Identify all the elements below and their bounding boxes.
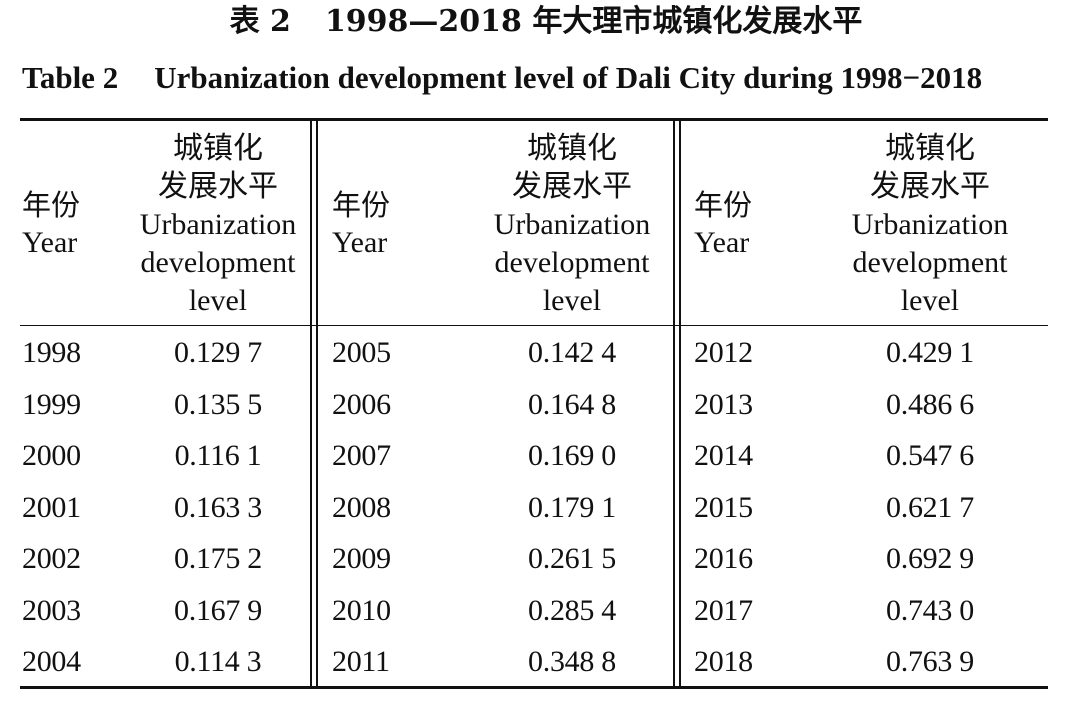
year-cell: 2001 [22, 491, 81, 524]
header-level-en-3: level [188, 284, 248, 317]
header-year-1: 年份 Year [22, 186, 80, 262]
header-level-en-1: Urbanization [851, 208, 1009, 241]
header-level-3: 城镇化 发展水平 Urbanization development level [830, 130, 1030, 320]
header-level-en-3: level [900, 284, 960, 317]
year-cell: 1999 [22, 388, 81, 421]
level-cell: 0.129 7 [174, 336, 262, 369]
header-year-cn: 年份 [22, 188, 81, 222]
level-cell: 0.763 9 [886, 645, 974, 678]
year-cell: 2008 [332, 491, 391, 524]
header-level-en-1: Urbanization [493, 208, 651, 241]
year-cell: 1998 [22, 336, 81, 369]
header-level-2: 城镇化 发展水平 Urbanization development level [472, 130, 672, 320]
level-cell: 0.116 1 [174, 439, 262, 472]
table-title-english: Table 2 Urbanization development level of… [22, 58, 1082, 98]
level-cell: 0.163 3 [174, 491, 262, 524]
header-level-1: 城镇化 发展水平 Urbanization development level [118, 130, 318, 320]
header-level-en-1: Urbanization [139, 208, 297, 241]
year-cell: 2000 [22, 439, 81, 472]
level-cell: 0.692 9 [886, 542, 974, 575]
header-level-en-3: level [542, 284, 602, 317]
year-cell: 2006 [332, 388, 391, 421]
header-level-en-2: development [852, 246, 1008, 279]
year-cell: 2012 [694, 336, 753, 369]
level-cell: 0.547 6 [886, 439, 974, 472]
table-label-chinese: 表 2 [229, 4, 291, 39]
year-cell: 2013 [694, 388, 753, 421]
group-divider-2b [679, 121, 681, 687]
level-cell: 0.175 2 [174, 542, 262, 575]
year-cell: 2014 [694, 439, 753, 472]
level-cell: 0.261 5 [528, 542, 616, 575]
header-level-cn-1: 城镇化 [173, 131, 263, 166]
group-divider-1a [310, 121, 312, 687]
header-level-cn-2: 发展水平 [870, 169, 990, 204]
year-cell: 2010 [332, 594, 391, 627]
year-cell: 2017 [694, 594, 753, 627]
header-year-cn: 年份 [332, 188, 391, 222]
year-cell: 2011 [332, 645, 390, 678]
level-cell: 0.621 7 [886, 491, 974, 524]
header-year-en: Year [332, 226, 388, 259]
header-year-2: 年份 Year [332, 186, 390, 262]
level-cell: 0.285 4 [528, 594, 616, 627]
level-cell: 0.169 0 [528, 439, 616, 472]
year-cell: 2007 [332, 439, 391, 472]
level-cell: 0.429 1 [886, 336, 974, 369]
header-year-cn: 年份 [694, 188, 753, 222]
year-cell: 2009 [332, 542, 391, 575]
header-level-en-2: development [494, 246, 650, 279]
level-cell: 0.164 8 [528, 388, 616, 421]
level-cell: 0.179 1 [528, 491, 616, 524]
table-title-chinese: 表 2 1998—2018 年大理市城镇化发展水平 [0, 2, 1092, 42]
header-year-3: 年份 Year [694, 186, 752, 262]
level-cell: 0.142 4 [528, 336, 616, 369]
table-header-rule [20, 325, 1048, 326]
year-cell: 2003 [22, 594, 81, 627]
header-level-cn-2: 发展水平 [158, 169, 278, 204]
group-divider-2a [673, 121, 675, 687]
year-cell: 2015 [694, 491, 753, 524]
level-cell: 0.114 3 [174, 645, 262, 678]
table-caption-chinese: 1998—2018 年大理市城镇化发展水平 [324, 4, 863, 39]
level-cell: 0.743 0 [886, 594, 974, 627]
year-cell: 2004 [22, 645, 81, 678]
year-cell: 2016 [694, 542, 753, 575]
level-cell: 0.135 5 [174, 388, 262, 421]
header-level-en-2: development [140, 246, 296, 279]
header-level-cn-1: 城镇化 [527, 131, 617, 166]
group-divider-1b [316, 121, 318, 687]
header-level-cn-2: 发展水平 [512, 169, 632, 204]
header-year-en: Year [22, 226, 78, 259]
table-caption-english: Urbanization development level of Dali C… [154, 60, 983, 95]
level-cell: 0.486 6 [886, 388, 974, 421]
table-bottom-rule [20, 686, 1048, 689]
table-top-rule [20, 118, 1048, 121]
year-cell: 2005 [332, 336, 391, 369]
level-cell: 0.167 9 [174, 594, 262, 627]
year-cell: 2002 [22, 542, 81, 575]
table-label-english: Table 2 [22, 60, 119, 95]
level-cell: 0.348 8 [528, 645, 616, 678]
year-cell: 2018 [694, 645, 753, 678]
header-year-en: Year [694, 226, 750, 259]
header-level-cn-1: 城镇化 [885, 131, 975, 166]
